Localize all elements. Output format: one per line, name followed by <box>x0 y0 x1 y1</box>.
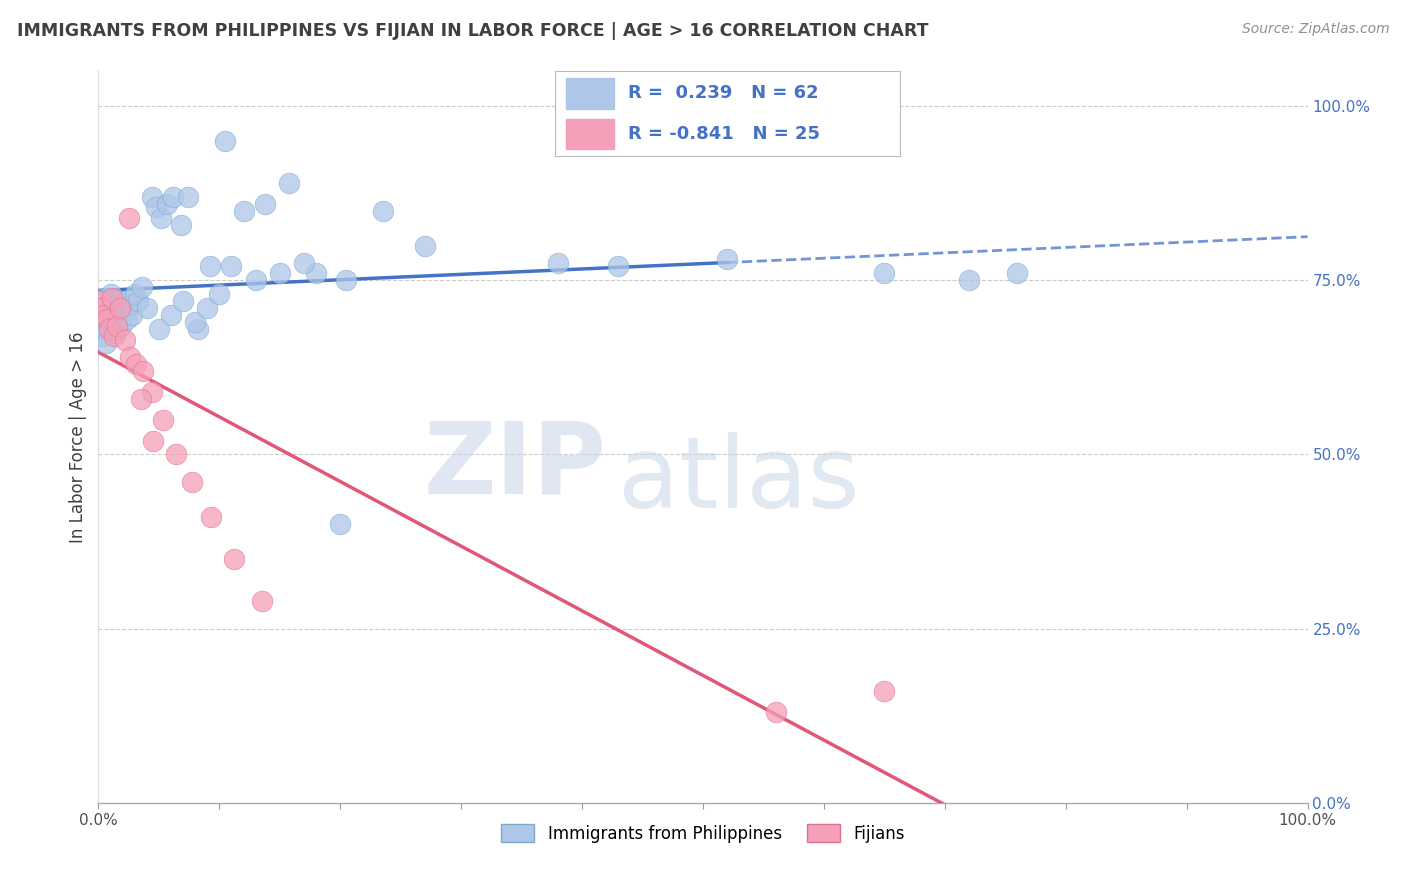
Point <box>547 256 569 270</box>
Point <box>162 190 184 204</box>
Point <box>254 196 277 211</box>
Point <box>127 294 149 309</box>
Point <box>91 301 114 316</box>
Point <box>873 684 896 698</box>
Point <box>292 256 315 270</box>
Point <box>114 294 136 309</box>
Point <box>214 134 236 148</box>
Point <box>121 308 143 322</box>
Point <box>100 291 122 305</box>
Point <box>335 273 357 287</box>
Point <box>607 260 630 274</box>
Point <box>96 311 118 326</box>
Point <box>132 364 155 378</box>
Point <box>160 308 183 322</box>
Point <box>1007 266 1029 280</box>
Point <box>91 301 114 316</box>
Point <box>118 298 141 312</box>
Point <box>108 301 131 316</box>
Point <box>156 196 179 211</box>
Text: IMMIGRANTS FROM PHILIPPINES VS FIJIAN IN LABOR FORCE | AGE > 16 CORRELATION CHAR: IMMIGRANTS FROM PHILIPPINES VS FIJIAN IN… <box>17 22 928 40</box>
Point <box>108 308 131 322</box>
Point <box>93 291 115 305</box>
Point <box>305 266 328 280</box>
Point <box>124 287 146 301</box>
Bar <box>565 78 614 109</box>
Point <box>957 273 980 287</box>
Text: R = -0.841   N = 25: R = -0.841 N = 25 <box>627 125 820 143</box>
Point <box>89 294 111 309</box>
Point <box>873 266 896 280</box>
Point <box>98 322 121 336</box>
Point <box>91 329 114 343</box>
Point <box>131 280 153 294</box>
Point <box>150 211 173 225</box>
Point <box>125 357 148 371</box>
Point <box>278 176 301 190</box>
Text: Source: ZipAtlas.com: Source: ZipAtlas.com <box>1241 22 1389 37</box>
Legend: Immigrants from Philippines, Fijians: Immigrants from Philippines, Fijians <box>495 818 911 849</box>
Point <box>101 294 124 309</box>
Point <box>222 552 245 566</box>
Point <box>169 218 191 232</box>
Point <box>107 298 129 312</box>
Point <box>114 333 136 347</box>
Point <box>142 434 165 448</box>
Point <box>96 298 118 312</box>
Point <box>100 315 122 329</box>
Point <box>108 294 131 309</box>
Point <box>269 266 291 280</box>
Point <box>187 322 209 336</box>
Point <box>110 318 132 333</box>
Point <box>208 287 231 301</box>
Point <box>232 203 254 218</box>
Point <box>104 326 127 340</box>
Point <box>172 294 194 309</box>
Text: R =  0.239   N = 62: R = 0.239 N = 62 <box>627 85 818 103</box>
Point <box>105 311 128 326</box>
Text: atlas: atlas <box>619 433 860 530</box>
Point <box>141 190 163 204</box>
Point <box>250 594 273 608</box>
Point <box>118 350 141 364</box>
Point <box>90 311 112 326</box>
Point <box>93 308 115 322</box>
Point <box>152 412 174 426</box>
Point <box>148 322 170 336</box>
Text: ZIP: ZIP <box>423 417 606 515</box>
Point <box>184 315 207 329</box>
Point <box>118 211 141 225</box>
Point <box>97 308 120 322</box>
Point <box>129 392 152 406</box>
Point <box>94 336 117 351</box>
Point <box>198 260 221 274</box>
Point <box>200 510 222 524</box>
Point <box>103 304 125 318</box>
Point <box>165 448 187 462</box>
Point <box>177 190 200 204</box>
Point <box>145 200 167 214</box>
Point <box>103 329 125 343</box>
Point <box>371 203 394 218</box>
Point <box>329 517 352 532</box>
Point <box>195 301 218 316</box>
Bar <box>565 119 614 149</box>
Point <box>135 301 157 316</box>
Point <box>716 252 738 267</box>
Point <box>413 238 436 252</box>
Point <box>111 304 134 318</box>
Point <box>98 318 121 333</box>
Point <box>117 311 139 326</box>
Point <box>141 384 163 399</box>
Point <box>765 705 787 719</box>
Y-axis label: In Labor Force | Age > 16: In Labor Force | Age > 16 <box>69 331 87 543</box>
Point <box>105 318 128 333</box>
Point <box>100 287 122 301</box>
Point <box>221 260 243 274</box>
Point <box>245 273 267 287</box>
Point <box>89 322 111 336</box>
Point <box>180 475 202 490</box>
